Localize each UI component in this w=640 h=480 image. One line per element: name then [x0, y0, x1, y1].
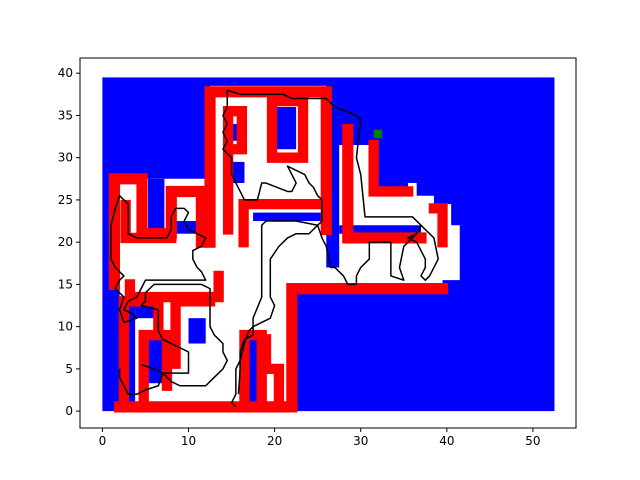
- map-cell-block-unexplored: [148, 336, 163, 384]
- y-tick-label: 30: [58, 151, 73, 165]
- obstacle-wall: [428, 203, 448, 248]
- x-tick-label: 50: [525, 434, 540, 448]
- obstacle-wall: [222, 106, 248, 235]
- y-tick-label: 5: [65, 362, 73, 376]
- y-tick-label: 15: [58, 277, 73, 291]
- y-tick-label: 20: [58, 235, 73, 249]
- x-axis-ticks: 0 10 20 30 40 50: [99, 428, 541, 448]
- map-cell-block-unexplored: [148, 178, 165, 238]
- map-cell-block-unexplored: [188, 318, 206, 344]
- map-regions: [102, 77, 555, 413]
- x-tick-label: 20: [267, 434, 282, 448]
- x-tick-label: 30: [353, 434, 368, 448]
- x-tick-label: 40: [439, 434, 454, 448]
- obstacle-wall: [170, 296, 216, 369]
- robot-paths: [110, 89, 439, 408]
- robot-path-line: [110, 194, 207, 324]
- obstacle-wall: [266, 95, 309, 163]
- obstacle-wall: [260, 334, 285, 413]
- map-cell-block-unexplored: [293, 291, 327, 369]
- goal-marker: [373, 129, 383, 139]
- robot-path-line: [118, 283, 228, 395]
- map-cell-block-unexplored: [339, 225, 421, 234]
- obstacle-wall: [204, 86, 332, 248]
- y-tick-label: 40: [58, 66, 73, 80]
- obstacle-wall: [342, 123, 427, 244]
- map-cell-block-unexplored: [274, 106, 297, 150]
- obstacle-wall: [368, 139, 414, 197]
- x-tick-label: 0: [99, 434, 107, 448]
- axes-frame: [79, 57, 577, 429]
- y-tick-label: 10: [58, 320, 73, 334]
- obstacle-wall: [138, 329, 173, 408]
- obstacle-wall: [286, 283, 449, 413]
- map-cell-block-unexplored: [253, 212, 327, 222]
- goal-markers: [373, 129, 383, 139]
- y-tick-label: 25: [58, 193, 73, 207]
- y-tick-label: 35: [58, 108, 73, 122]
- y-axis-ticks: 0 5 10 15 20 25 30 35 40: [58, 66, 80, 418]
- y-tick-label: 0: [65, 404, 73, 418]
- obstacle-wall: [238, 198, 332, 248]
- robot-path-line: [222, 89, 439, 408]
- x-tick-label: 10: [181, 434, 196, 448]
